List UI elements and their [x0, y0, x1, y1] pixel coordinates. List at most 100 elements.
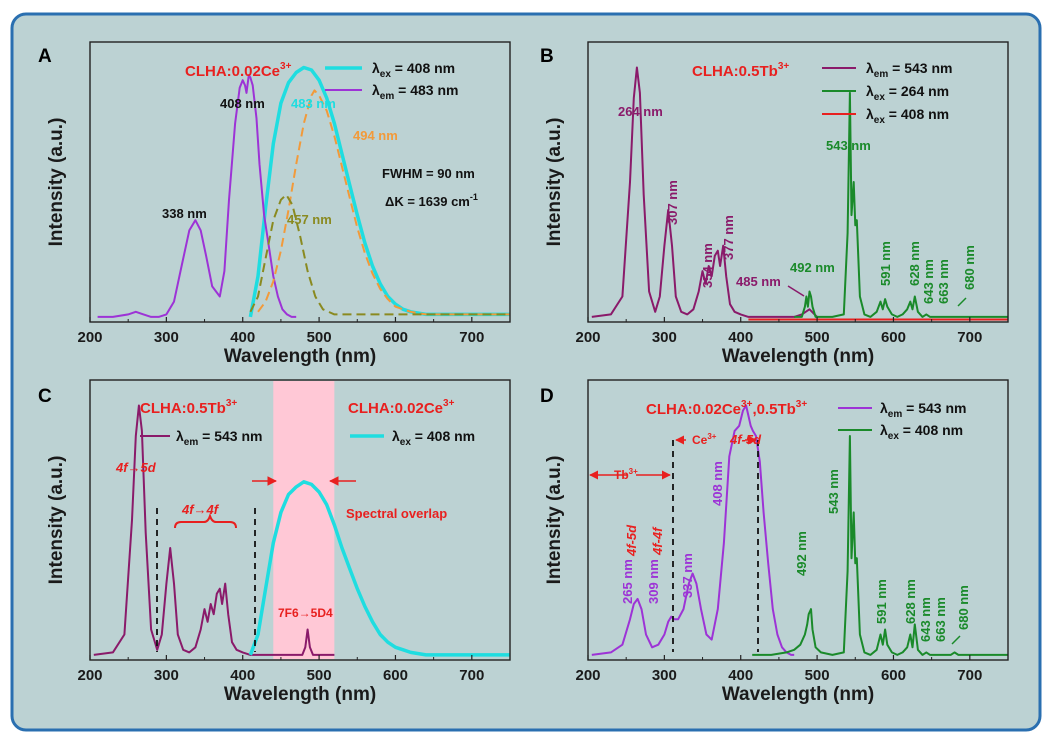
- overlap-band: [273, 381, 335, 659]
- x-tick-label: 700: [957, 667, 982, 684]
- annotation-label: 543 nm: [826, 138, 871, 153]
- annotation-label: 309 nm: [646, 559, 661, 604]
- series-line: [794, 91, 1008, 318]
- panel-d-sample-label: CLHA:0.02Ce3+,0.5Tb3+: [646, 399, 807, 418]
- annotation-label: 485 nm: [736, 274, 781, 289]
- annotation-label: 338 nm: [162, 206, 207, 221]
- panel-a: A CLHA:0.02Ce3+ λex = 408 nm λem = 483 n…: [38, 41, 511, 367]
- x-tick-label: 700: [957, 329, 982, 346]
- annotation-label: 628 nm: [903, 579, 918, 624]
- annotation-label: 408 nm: [710, 461, 725, 506]
- series-line: [93, 404, 335, 656]
- x-tick-label: 400: [728, 329, 753, 346]
- panel-b-legend: λem = 543 nm λex = 264 nm λex = 408 nm: [822, 60, 952, 126]
- legend-label: λem = 543 nm: [176, 428, 262, 448]
- x-tick-label: 600: [881, 667, 906, 684]
- panel-c-x-ticks: 200 300 400 500 600 700: [77, 655, 484, 684]
- legend-label: λex = 408 nm: [392, 428, 475, 448]
- annotation-label: 265 nm: [620, 559, 635, 604]
- x-axis-title: Wavelength (nm): [224, 684, 376, 705]
- x-tick-label: 500: [307, 329, 332, 346]
- annotation-label: 543 nm: [826, 469, 841, 514]
- x-tick-label: 200: [77, 329, 102, 346]
- panel-c: C CLHA:0.5Tb3+ CLHA:0.02Ce3+ λem = 543 n…: [38, 379, 511, 705]
- panel-c-overlap-region: [273, 381, 335, 659]
- annotation-label: Spectral overlap: [346, 506, 447, 521]
- annotation-label: 483 nm: [291, 96, 336, 111]
- annotation-label: 457 nm: [287, 212, 332, 227]
- panel-a-letter: A: [38, 46, 52, 67]
- panel-d-legend: λem = 543 nm λex = 408 nm: [838, 400, 966, 442]
- annotation-label: 643 nm: [921, 259, 936, 304]
- x-tick-label: 300: [154, 667, 179, 684]
- annotation-label: ΔK = 1639 cm-1: [385, 192, 478, 209]
- y-axis-title: Intensity (a.u.): [544, 456, 565, 585]
- annotation-label: 307 nm: [665, 180, 680, 225]
- x-tick-label: 500: [805, 329, 830, 346]
- panel-b-plot: [591, 66, 1008, 321]
- panel-d-plot: [591, 404, 1008, 656]
- panel-c-axes-box: [89, 379, 511, 661]
- panel-c-sample-label-ce: CLHA:0.02Ce3+: [348, 398, 455, 417]
- panel-d-axes-box: [587, 379, 1009, 661]
- panel-a-sample-label: CLHA:0.02Ce3+: [185, 61, 292, 80]
- annotation-label: 494 nm: [353, 128, 398, 143]
- series-line: [591, 66, 818, 318]
- x-tick-label: 600: [383, 329, 408, 346]
- legend-label: λex = 264 nm: [866, 83, 949, 103]
- x-tick-label: 200: [575, 667, 600, 684]
- legend-label: λem = 483 nm: [372, 82, 458, 102]
- annotation-label: 492 nm: [790, 260, 835, 275]
- panel-d-x-ticks: 200 300 400 500 600 700: [575, 655, 982, 684]
- annotation-label: FWHM = 90 nm: [382, 166, 475, 181]
- annotation-label: 377 nm: [721, 215, 736, 260]
- annotation-label: 354 nm: [700, 243, 715, 288]
- series-line: [97, 74, 297, 318]
- panel-a-legend: λex = 408 nm λem = 483 nm: [325, 60, 458, 102]
- x-axis-title: Wavelength (nm): [722, 346, 874, 367]
- annotation-label: Tb3+: [614, 467, 638, 482]
- x-axis-title: Wavelength (nm): [722, 684, 874, 705]
- annotation-label: 628 nm: [907, 241, 922, 286]
- series-line: [257, 89, 510, 316]
- x-tick-label: 200: [77, 667, 102, 684]
- panel-b-letter: B: [540, 46, 554, 67]
- panel-b-sample-label: CLHA:0.5Tb3+: [692, 61, 789, 80]
- annotation-label: 4f→5d: [115, 460, 157, 475]
- x-tick-label: 300: [154, 329, 179, 346]
- annotation-label: 663 nm: [933, 597, 948, 642]
- panel-b-x-ticks: 200 300 400 500 600 700: [575, 317, 982, 346]
- x-tick-label: 500: [307, 667, 332, 684]
- annotation-label: 264 nm: [618, 104, 663, 119]
- annotation-label: 7F6→5D4: [278, 606, 333, 620]
- panel-a-plot: [97, 65, 510, 318]
- annotation-label: 408 nm: [220, 96, 265, 111]
- x-tick-label: 700: [459, 329, 484, 346]
- y-axis-title: Intensity (a.u.): [46, 456, 67, 585]
- series-line: [248, 480, 510, 657]
- arrow-485: [787, 285, 805, 297]
- annotation-label: 591 nm: [874, 579, 889, 624]
- bracket-4f4f: [174, 512, 237, 529]
- panel-b-axes-box: [587, 41, 1009, 323]
- legend-label: λem = 543 nm: [866, 60, 952, 80]
- annotation-label: 4f→4f: [181, 502, 220, 517]
- panel-c-legend: λem = 543 nm λex = 408 nm: [140, 428, 475, 448]
- x-tick-label: 600: [383, 667, 408, 684]
- x-tick-label: 400: [230, 667, 255, 684]
- x-tick-label: 300: [652, 329, 677, 346]
- x-tick-label: 500: [805, 667, 830, 684]
- annotation-label: 4f-5d: [624, 524, 639, 557]
- series-line: [752, 435, 1008, 656]
- legend-label: λex = 408 nm: [880, 422, 963, 442]
- series-line: [249, 193, 510, 316]
- arrow-680: [957, 297, 967, 307]
- panel-c-sample-label-tb: CLHA:0.5Tb3+: [140, 398, 237, 417]
- panel-c-plot: [93, 404, 510, 657]
- annotation-label: 4f-4f: [650, 526, 665, 556]
- annotation-label: 337 nm: [680, 553, 695, 598]
- x-tick-label: 700: [459, 667, 484, 684]
- x-tick-label: 400: [728, 667, 753, 684]
- annotation-label: 680 nm: [956, 585, 971, 630]
